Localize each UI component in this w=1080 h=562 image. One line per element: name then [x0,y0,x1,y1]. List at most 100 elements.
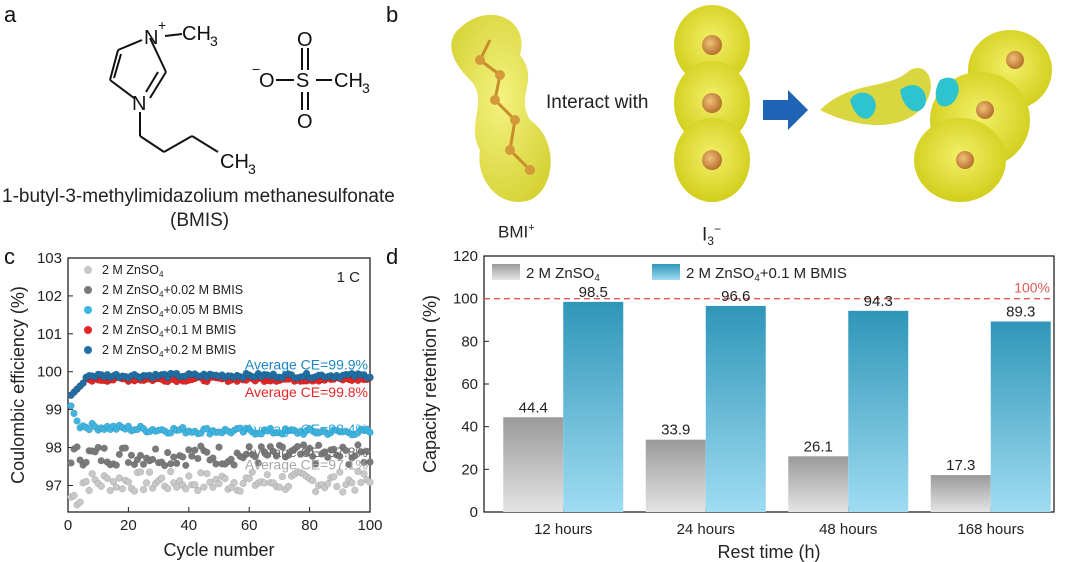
data-point [194,454,202,463]
data-point [254,459,262,467]
data-point [260,479,268,487]
data-point [124,458,132,467]
data-point [73,443,81,451]
data-point [230,479,238,487]
legend-label-2: 2 M ZnSO4+0.05 M BMIS [102,303,243,319]
coulombic-efficiency-chart: 0 20 40 60 80 100 97 98 99 100 101 102 103 Cycle numb… [8,250,383,560]
data-point [100,444,108,452]
data-point [278,430,287,438]
data-point [248,468,256,476]
data-point [306,444,314,452]
data-point [182,461,190,469]
data-point [121,444,129,452]
anion-o-top: O [297,29,313,51]
data-point [245,475,253,483]
average-label-3: Average CE=99.8% [245,384,368,400]
series-4-points [67,369,374,399]
data-point [67,402,75,410]
anion-ch3-sub: 3 [362,80,370,96]
data-point [167,460,175,468]
x-tick-label: 20 [120,517,137,534]
data-point [227,455,235,463]
data-point [263,471,271,479]
data-point [191,481,199,489]
y-tick-label: 97 [45,477,62,494]
x-tick-label: 100 [357,517,382,534]
data-point [142,479,151,487]
data-point [239,479,247,488]
legend-swatch-0 [492,264,520,280]
data-point [351,486,359,494]
data-point [339,488,347,496]
i3-label-charge: − [713,222,721,236]
y-axis-label: Coulombic efficiency (%) [8,286,28,484]
data-point [191,446,199,454]
rate-label: 1 C [337,269,361,286]
panel-b-label: b [386,2,399,27]
data-point [354,441,362,449]
data-point [67,459,75,467]
data-point [188,452,196,460]
bar-label-0-3: 17.3 [946,457,975,474]
data-point [366,428,374,437]
y-tick-label: 20 [461,461,478,478]
legend-marker-2 [84,306,92,314]
data-point [173,483,181,491]
y-tick-label: 120 [453,248,478,265]
series-0-points [67,467,374,509]
data-point [366,478,374,486]
data-point [127,451,136,459]
data-point [203,470,211,478]
data-point [112,461,120,469]
x-axis-label: Cycle number [163,540,274,560]
compound-abbrev: (BMIS) [170,210,230,231]
legend-label-4: 2 M ZnSO4+0.2 M BMIS [102,343,236,359]
y-tick-label: 60 [461,376,478,393]
data-point [179,423,187,432]
data-point [185,446,193,454]
data-point [366,458,374,466]
y-tick-label: 98 [45,440,62,457]
bar-0-2 [788,456,849,512]
legend-label-1: 2 M ZnSO4+0.1 M BMIS [686,265,847,284]
data-point [197,469,205,477]
data-point [73,417,81,425]
cation-methyl-sub: 3 [210,33,218,49]
data-point [272,452,280,460]
data-point [200,483,208,491]
average-label-0: Average CE=97.1% [245,457,368,473]
data-point [94,443,102,452]
panel-d-label: d [386,244,399,269]
data-point [76,498,84,506]
chain-end: CH [220,151,249,173]
bar-label-0-0: 44.4 [519,399,548,416]
data-point [85,426,93,434]
data-point [76,456,84,464]
anion-s: S [296,70,309,92]
data-point [118,485,126,493]
series-1-points [67,441,374,470]
data-point [179,453,187,461]
data-point [106,486,114,495]
data-point [215,443,223,451]
data-point [70,491,78,500]
y-tick-label: 99 [45,402,62,419]
data-point [312,460,320,468]
bmi-cation-isosurface [451,14,551,202]
data-point [278,443,287,451]
data-point [360,470,368,478]
data-point [351,452,359,460]
data-point [336,452,344,460]
data-point [209,454,217,462]
data-point [324,480,332,488]
data-point [357,478,365,487]
y-tick-label: 101 [37,326,62,343]
complex-isosurface [820,30,1052,202]
data-point [330,473,338,481]
data-point [345,460,353,469]
legend-swatch-1 [652,264,680,280]
data-point [145,468,154,476]
data-point [115,474,123,482]
y-axis-label: Capacity retention (%) [420,295,440,473]
data-point [284,482,293,491]
